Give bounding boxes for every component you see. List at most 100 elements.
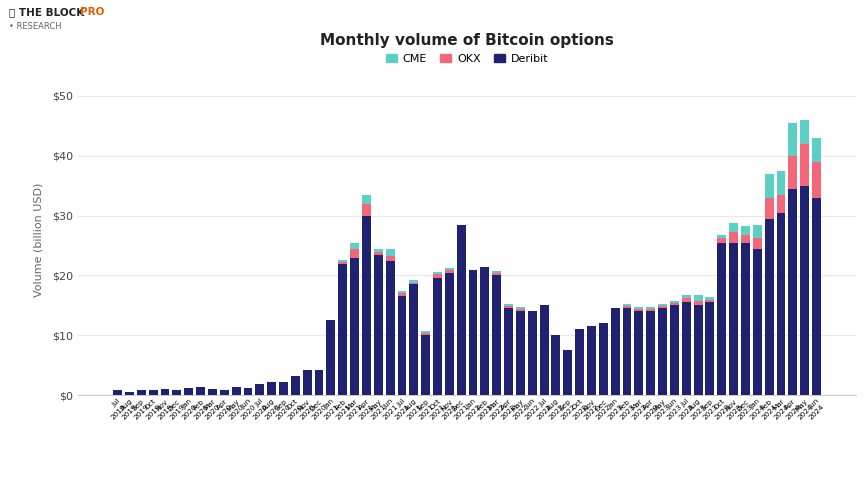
Bar: [753, 238, 762, 248]
Bar: [741, 226, 750, 235]
Bar: [338, 262, 347, 263]
Bar: [244, 388, 253, 395]
Bar: [386, 256, 394, 260]
Bar: [504, 304, 513, 306]
Bar: [682, 298, 690, 302]
Bar: [149, 390, 157, 395]
Y-axis label: Volume (billion USD): Volume (billion USD): [34, 182, 43, 297]
Bar: [480, 267, 490, 395]
Bar: [634, 311, 644, 395]
Bar: [777, 212, 785, 395]
Bar: [765, 219, 773, 395]
Bar: [706, 302, 714, 395]
Bar: [445, 273, 454, 395]
Bar: [646, 311, 655, 395]
Bar: [812, 198, 821, 395]
Bar: [765, 174, 773, 198]
Bar: [338, 263, 347, 395]
Bar: [623, 306, 631, 308]
Bar: [279, 382, 288, 395]
Bar: [682, 302, 690, 395]
Bar: [409, 285, 419, 395]
Bar: [777, 171, 785, 195]
Bar: [788, 156, 798, 189]
Bar: [788, 189, 798, 395]
Bar: [634, 309, 644, 311]
Bar: [220, 390, 228, 395]
Bar: [469, 270, 477, 395]
Bar: [670, 301, 679, 303]
Bar: [386, 248, 394, 256]
Bar: [303, 370, 311, 395]
Bar: [398, 293, 407, 296]
Bar: [350, 243, 359, 248]
Bar: [812, 162, 821, 198]
Bar: [374, 251, 382, 254]
Bar: [694, 295, 702, 301]
Bar: [196, 387, 205, 395]
Bar: [717, 238, 727, 243]
Bar: [516, 311, 525, 395]
Bar: [812, 138, 821, 162]
Bar: [788, 123, 798, 156]
Bar: [421, 331, 430, 333]
Bar: [374, 254, 382, 395]
Bar: [611, 308, 619, 395]
Bar: [516, 309, 525, 311]
Bar: [421, 335, 430, 395]
Bar: [646, 307, 655, 309]
Bar: [338, 260, 347, 262]
Bar: [362, 216, 371, 395]
Bar: [433, 274, 442, 279]
Text: PRO: PRO: [80, 7, 105, 17]
Bar: [433, 279, 442, 395]
Bar: [599, 324, 608, 395]
Bar: [623, 308, 631, 395]
Bar: [409, 283, 419, 285]
Bar: [575, 329, 584, 395]
Bar: [800, 120, 809, 144]
Bar: [362, 195, 371, 204]
Bar: [741, 243, 750, 395]
Bar: [516, 307, 525, 309]
Bar: [504, 306, 513, 308]
Bar: [433, 272, 442, 274]
Bar: [184, 388, 193, 395]
Bar: [421, 333, 430, 335]
Bar: [658, 304, 667, 306]
Bar: [267, 382, 276, 395]
Bar: [765, 198, 773, 219]
Bar: [777, 195, 785, 212]
Bar: [670, 303, 679, 305]
Bar: [457, 225, 465, 395]
Bar: [504, 308, 513, 395]
Bar: [753, 225, 762, 238]
Bar: [445, 270, 454, 273]
Bar: [552, 335, 561, 395]
Bar: [563, 350, 573, 395]
Text: ⧄ THE BLOCK: ⧄ THE BLOCK: [9, 7, 87, 17]
Bar: [800, 144, 809, 186]
Bar: [634, 307, 644, 309]
Bar: [717, 243, 727, 395]
Bar: [291, 376, 300, 395]
Bar: [315, 370, 324, 395]
Bar: [362, 204, 371, 216]
Bar: [682, 294, 690, 298]
Bar: [694, 301, 702, 305]
Bar: [658, 308, 667, 395]
Bar: [492, 271, 501, 273]
Bar: [232, 387, 240, 395]
Bar: [800, 186, 809, 395]
Bar: [374, 248, 382, 251]
Bar: [161, 389, 170, 395]
Bar: [492, 276, 501, 395]
Bar: [729, 232, 738, 243]
Bar: [717, 235, 727, 238]
Bar: [670, 305, 679, 395]
Bar: [540, 305, 548, 395]
Bar: [492, 273, 501, 276]
Bar: [658, 306, 667, 308]
Bar: [172, 390, 182, 395]
Bar: [528, 311, 536, 395]
